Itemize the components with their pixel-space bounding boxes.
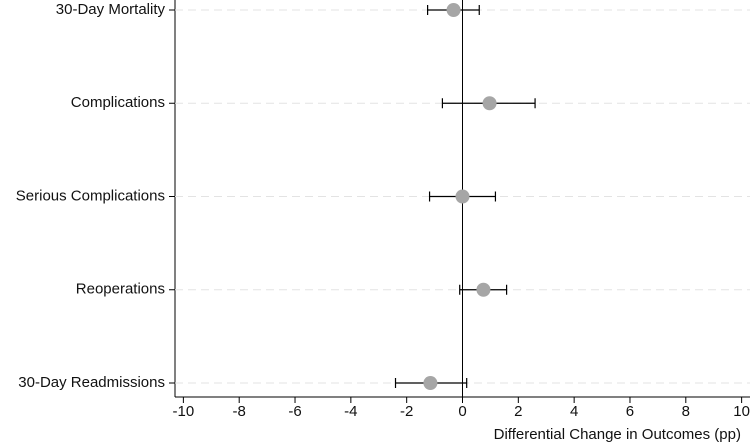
x-tick-label: -8 — [233, 403, 246, 420]
point — [423, 376, 438, 390]
x-tick-label: 0 — [458, 403, 466, 420]
y-tick-label: Complications — [71, 94, 165, 111]
x-tick-label: 8 — [682, 403, 690, 420]
point — [482, 96, 497, 111]
x-tick-label: -10 — [173, 403, 195, 420]
y-tick-label: 30-Day Readmissions — [18, 374, 165, 391]
x-tick-label: 2 — [514, 403, 522, 420]
x-tick-label: -4 — [344, 403, 357, 420]
y-tick-label: 30-Day Mortality — [56, 1, 166, 18]
point — [455, 189, 470, 204]
x-tick-label: 6 — [626, 403, 634, 420]
x-tick-label: 10 — [733, 403, 750, 420]
y-tick-label: Serious Complications — [16, 187, 165, 204]
point — [446, 3, 461, 17]
x-tick-label: -6 — [288, 403, 301, 420]
x-axis-label: Differential Change in Outcomes (pp) — [494, 426, 741, 443]
x-tick-label: 4 — [570, 403, 578, 420]
x-tick-label: -2 — [400, 403, 413, 420]
point — [476, 282, 491, 297]
y-tick-label: Reoperations — [76, 281, 165, 298]
